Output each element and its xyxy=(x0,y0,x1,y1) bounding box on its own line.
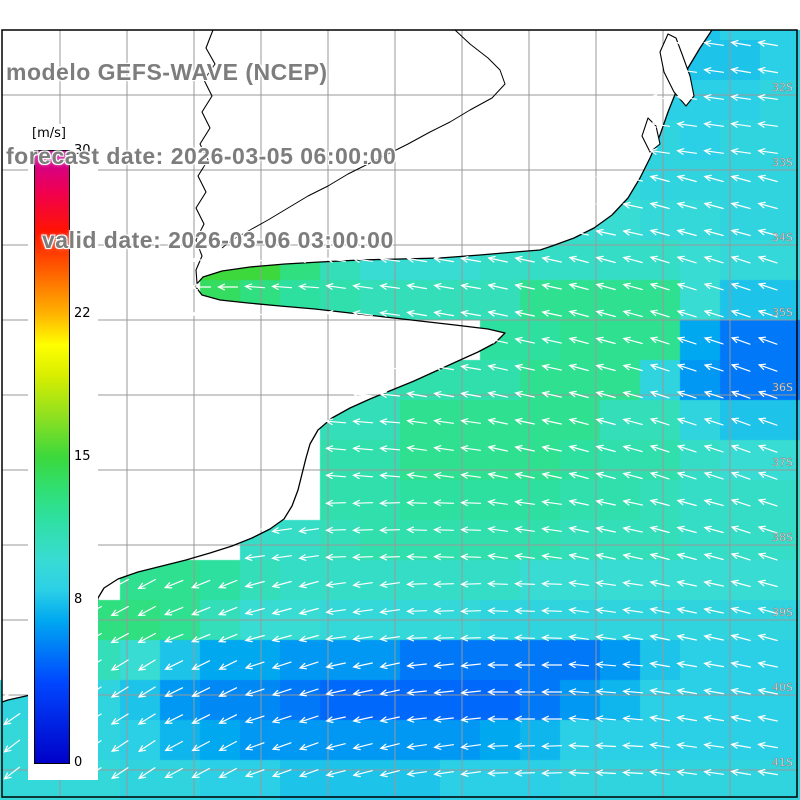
latitude-label: 34S xyxy=(772,231,793,244)
title-valid-date: valid date: 2026-03-06 03:00:00 xyxy=(42,227,394,253)
latitude-label: 32S xyxy=(772,81,793,94)
colorbar-gradient xyxy=(34,150,70,764)
latitude-label: 38S xyxy=(772,531,793,544)
colorbar-tick-label: 0 xyxy=(74,755,83,770)
title-model-name: modelo GEFS-WAVE (NCEP) xyxy=(6,59,328,85)
latitude-label: 33S xyxy=(772,156,793,169)
colorbar-tick-label: 8 xyxy=(74,591,83,607)
top-margin-mask xyxy=(0,0,800,30)
latitude-labels: 32S 33S 34S 35S 36S 37S 38S 39S 40S 41S xyxy=(772,81,793,769)
latitude-label: 36S xyxy=(772,381,793,394)
colorbar-unit-label: [m/s] xyxy=(32,126,66,141)
colorbar-tick-label: 15 xyxy=(74,449,91,464)
latitude-label: 39S xyxy=(772,606,793,619)
coastline-path xyxy=(1,29,713,703)
uruguay-river xyxy=(195,29,216,284)
title-forecast-date: forecast date: 2026-03-05 06:00:00 xyxy=(6,143,397,169)
latitude-label: 37S xyxy=(772,456,793,469)
wind-arrow-glyphs xyxy=(3,40,778,780)
wind-arrows xyxy=(3,40,778,780)
negro-river xyxy=(221,29,506,249)
map-frame xyxy=(1,29,798,798)
latitude-label: 35S xyxy=(772,306,793,319)
colorbar-panel: [m/s] 0 8 15 22 30 xyxy=(28,124,98,780)
latitude-label: 40S xyxy=(772,681,793,694)
latitude-label: 41S xyxy=(772,756,793,769)
colorbar-tick-label: 22 xyxy=(74,306,91,322)
title-block: modelo GEFS-WAVE (NCEP) forecast date: 2… xyxy=(6,2,396,282)
colorbar-tick-label: 30 xyxy=(74,143,91,158)
